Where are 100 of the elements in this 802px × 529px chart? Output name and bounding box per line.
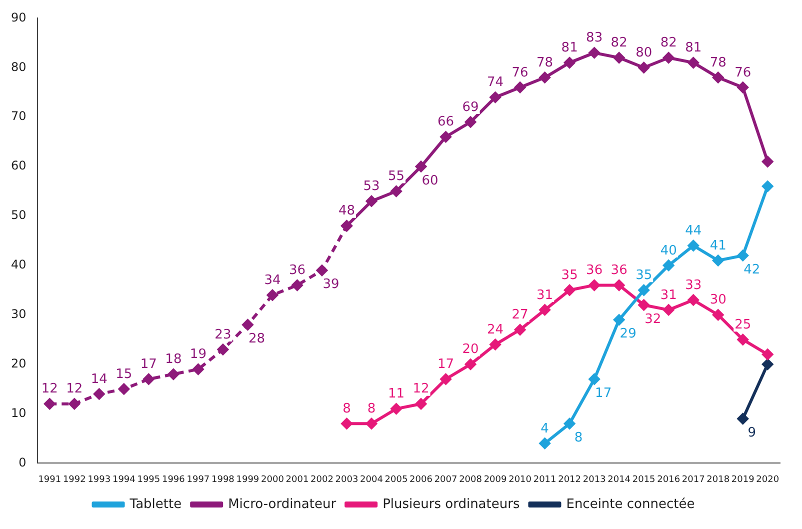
x-tick-label: 2019 <box>731 474 755 485</box>
x-tick-label: 1993 <box>88 474 111 485</box>
data-label: 44 <box>685 224 702 239</box>
data-label: 18 <box>165 352 182 368</box>
x-tick-label: 2015 <box>632 474 656 485</box>
x-tick-label: 2014 <box>608 474 631 485</box>
data-label: 48 <box>338 204 356 219</box>
y-tick-label: 10 <box>10 406 26 420</box>
x-tick-label: 1992 <box>62 474 86 485</box>
x-tick-label: 1996 <box>162 474 186 485</box>
data-label: 78 <box>710 55 726 70</box>
data-label: 81 <box>561 40 578 56</box>
x-tick-label: 2012 <box>558 474 582 485</box>
data-label: 17 <box>595 386 612 402</box>
data-label: 31 <box>660 288 677 303</box>
data-label: 82 <box>660 36 677 51</box>
x-tick-label: 2013 <box>582 474 606 485</box>
data-label: 40 <box>660 243 677 258</box>
data-label: 29 <box>620 326 636 342</box>
data-label: 66 <box>438 114 454 130</box>
data-label: 80 <box>636 46 652 61</box>
y-tick-label: 80 <box>10 60 26 74</box>
data-label: 17 <box>438 357 454 372</box>
x-tick-label: 2002 <box>310 474 334 485</box>
x-tick-label: 2009 <box>484 474 508 485</box>
data-label: 60 <box>422 173 438 188</box>
x-tick-label: 2003 <box>335 474 358 485</box>
data-label: 35 <box>636 268 652 284</box>
data-label: 82 <box>610 36 628 51</box>
data-label: 25 <box>734 317 752 332</box>
y-tick-label: 50 <box>10 208 26 222</box>
data-label: 36 <box>610 263 628 278</box>
x-tick-label: 2000 <box>261 474 284 485</box>
data-label: 36 <box>288 263 306 278</box>
data-label: 15 <box>116 366 132 382</box>
data-label: 8 <box>342 402 351 417</box>
data-label: 17 <box>140 357 157 372</box>
x-tick-label: 1997 <box>186 474 210 485</box>
data-label: 41 <box>710 238 726 254</box>
data-label: 36 <box>586 263 603 278</box>
x-tick-label: 1994 <box>112 474 136 485</box>
x-tick-label: 2008 <box>459 474 482 485</box>
data-label: 34 <box>264 272 281 288</box>
data-label: 12 <box>41 382 58 397</box>
data-label: 28 <box>248 332 265 347</box>
data-label: 33 <box>685 278 702 293</box>
x-tick-label: 1998 <box>212 474 235 485</box>
x-tick-label: 2020 <box>756 474 780 485</box>
x-tick-label: 2006 <box>410 474 433 485</box>
data-label: 74 <box>487 75 504 90</box>
y-tick-label: 70 <box>10 109 26 124</box>
y-tick-label: 60 <box>10 158 26 173</box>
legend-label: Enceinte connectée <box>566 496 695 512</box>
y-tick-label: 90 <box>10 10 26 24</box>
data-label: 27 <box>512 308 528 323</box>
data-label: 78 <box>536 55 554 70</box>
data-label: 76 <box>734 65 752 80</box>
data-label: 14 <box>90 372 108 387</box>
y-tick-label: 20 <box>10 356 26 370</box>
x-tick-label: 2016 <box>657 474 680 485</box>
data-label: 23 <box>214 327 232 342</box>
data-label: 8 <box>367 402 376 417</box>
x-tick-label: 2007 <box>434 474 458 485</box>
x-tick-label: 1995 <box>137 474 160 485</box>
legend-label: Tablette <box>128 496 182 512</box>
x-tick-label: 2005 <box>384 474 408 485</box>
y-tick-label: 30 <box>10 306 26 321</box>
x-tick-label: 2011 <box>533 474 556 485</box>
y-tick-label: 0 <box>18 455 26 470</box>
data-label: 42 <box>744 262 760 278</box>
data-label: 11 <box>388 386 405 402</box>
data-label: 24 <box>487 322 504 338</box>
data-label: 9 <box>748 426 756 441</box>
data-label: 4 <box>540 421 549 436</box>
data-label: 35 <box>561 268 578 284</box>
legend-label: Micro-ordinateur <box>228 496 337 512</box>
data-label: 76 <box>512 65 528 80</box>
data-label: 20 <box>462 342 479 358</box>
x-tick-label: 2017 <box>682 474 705 485</box>
data-label: 55 <box>388 169 405 184</box>
data-label: 31 <box>536 288 554 303</box>
x-tick-label: 2010 <box>508 474 532 485</box>
x-tick-label: 2004 <box>360 474 384 485</box>
data-label: 32 <box>644 312 662 327</box>
data-label: 8 <box>574 430 583 446</box>
data-label: 12 <box>66 382 83 397</box>
data-label: 69 <box>462 100 479 115</box>
data-label: 19 <box>190 347 206 362</box>
y-tick-label: 40 <box>10 258 26 272</box>
data-label: 39 <box>322 277 340 292</box>
data-label: 12 <box>412 382 430 397</box>
data-label: 30 <box>710 292 726 308</box>
data-label: 83 <box>586 30 603 46</box>
x-tick-label: 2001 <box>286 474 309 485</box>
data-label: 53 <box>363 179 380 194</box>
x-tick-label: 2018 <box>706 474 730 485</box>
x-tick-label: 1991 <box>38 474 62 485</box>
legend-label: Plusieurs ordinateurs <box>382 496 520 512</box>
data-label: 81 <box>685 40 702 56</box>
x-tick-label: 1999 <box>236 474 260 485</box>
